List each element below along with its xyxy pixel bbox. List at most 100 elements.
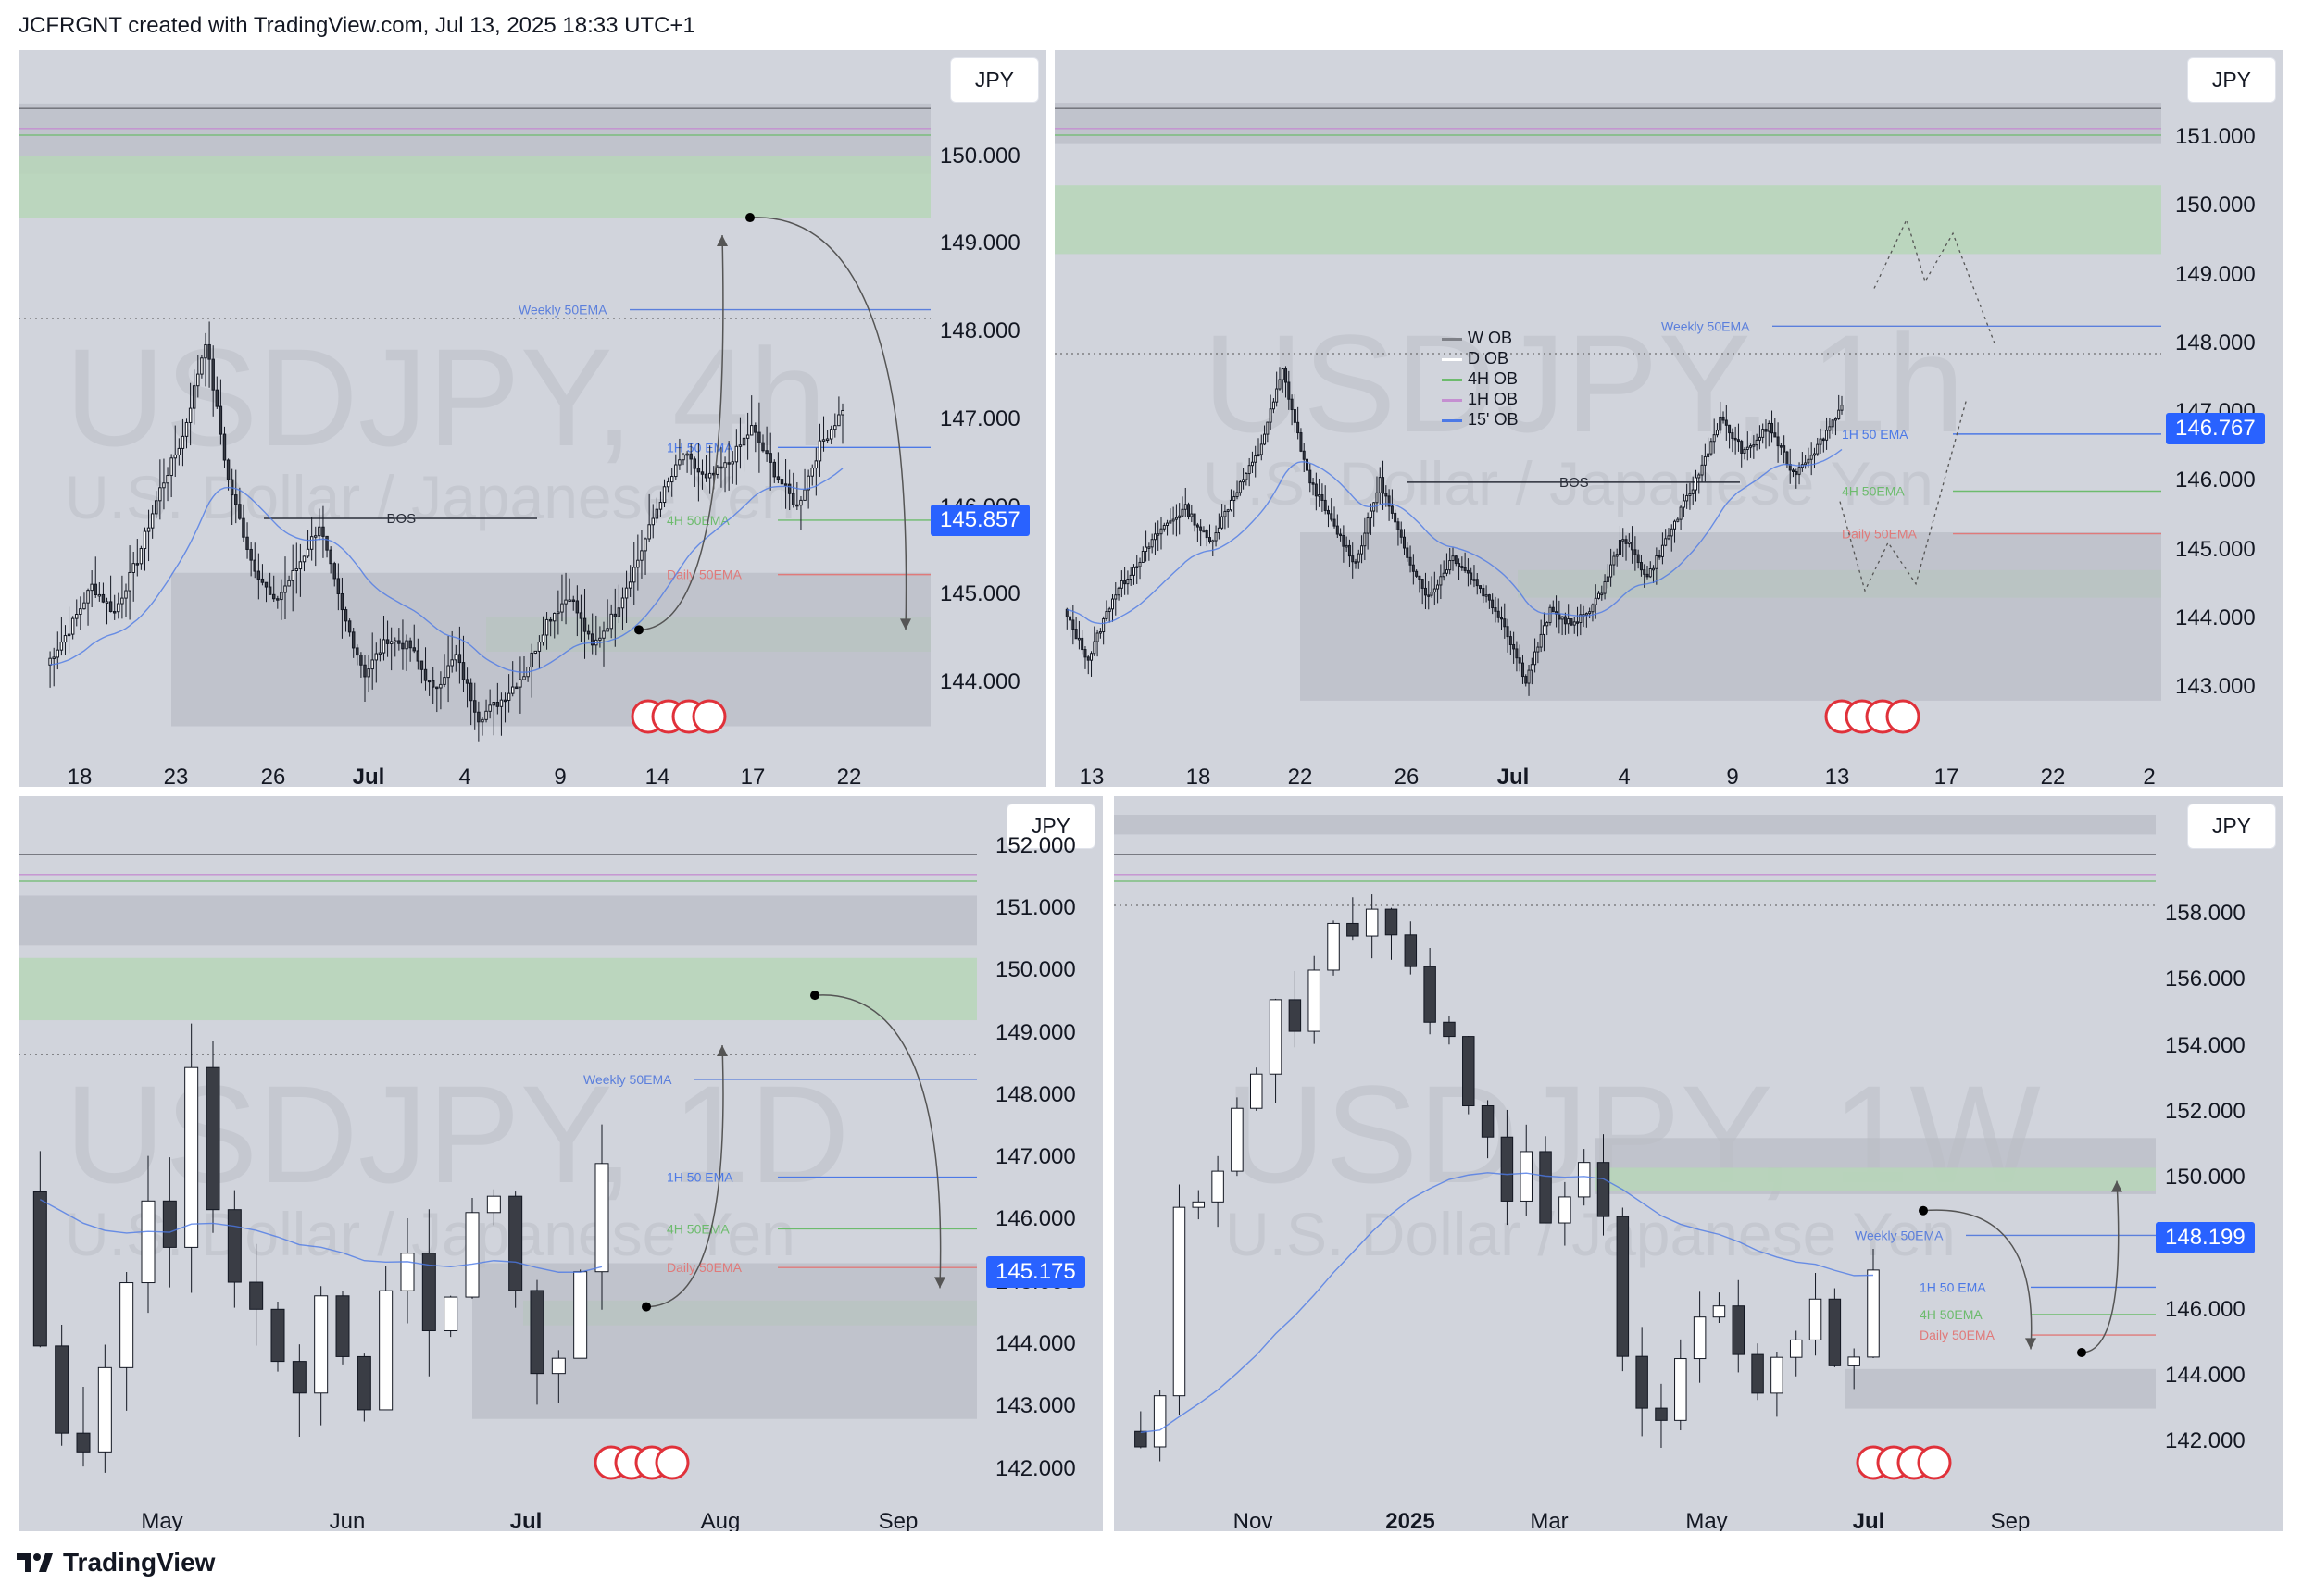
candle-body bbox=[783, 483, 788, 486]
candle-body bbox=[1615, 554, 1619, 557]
projection-anchor bbox=[642, 1302, 651, 1312]
candle-body bbox=[1837, 409, 1841, 419]
candle-body bbox=[457, 654, 462, 664]
candle-body bbox=[1406, 547, 1409, 558]
candle-body bbox=[351, 631, 356, 649]
candle-body bbox=[1266, 421, 1270, 435]
arrow-head bbox=[717, 1044, 728, 1056]
candle-body bbox=[557, 611, 560, 615]
candle-body bbox=[1293, 409, 1296, 423]
candle-body bbox=[821, 439, 826, 442]
projection-arrow bbox=[638, 234, 724, 631]
candle-body bbox=[1645, 573, 1649, 578]
candle-body bbox=[693, 458, 697, 469]
chart-canvas[interactable]: Weekly 50EMA 1H 50 EMA 4H 50EMA Daily 50EMA bbox=[1114, 796, 2283, 1531]
candle-body bbox=[332, 563, 336, 580]
candle-body bbox=[1795, 470, 1798, 475]
candle-body bbox=[1660, 544, 1664, 557]
candle-body bbox=[1247, 465, 1251, 475]
candle-body bbox=[1157, 533, 1160, 536]
currency-button[interactable]: JPY bbox=[2186, 804, 2276, 849]
price-tick-label: 158.000 bbox=[2165, 900, 2246, 926]
candle-body bbox=[1484, 594, 1488, 597]
candle-body bbox=[184, 1066, 199, 1248]
price-tick-label: 152.000 bbox=[2165, 1098, 2246, 1124]
currency-button[interactable]: JPY bbox=[1006, 804, 1095, 849]
candle-body bbox=[264, 581, 269, 588]
candle-body bbox=[1242, 479, 1245, 483]
candle-body bbox=[1193, 513, 1196, 526]
candle-body bbox=[1306, 458, 1308, 471]
candle-body bbox=[294, 568, 299, 571]
candle-body bbox=[666, 481, 670, 488]
candle-body bbox=[1205, 530, 1208, 539]
ema-level-label: Weekly 50EMA bbox=[519, 303, 607, 318]
candle-body bbox=[1631, 542, 1634, 551]
candle-body bbox=[1346, 922, 1359, 937]
candle-body bbox=[1481, 1105, 1495, 1138]
projection-arrow bbox=[645, 1044, 724, 1308]
candle-body bbox=[1287, 381, 1291, 400]
candle-body bbox=[1208, 537, 1211, 542]
candle-body bbox=[226, 459, 231, 480]
candle-body bbox=[200, 357, 204, 375]
chart-panel-4h[interactable]: USDJPY, 4h U.S. Dollar / Japanese Yen We… bbox=[19, 50, 1046, 787]
candle-body bbox=[1755, 439, 1758, 446]
tradingview-brand[interactable]: TradingView bbox=[63, 1548, 216, 1577]
candle-body bbox=[1415, 570, 1419, 577]
currency-button[interactable]: JPY bbox=[2186, 57, 2276, 103]
candle-body bbox=[260, 578, 265, 583]
candle-body bbox=[336, 578, 341, 594]
price-tick-label: 150.000 bbox=[995, 957, 1076, 983]
candle-body bbox=[1153, 533, 1157, 541]
price-tick-label: 143.000 bbox=[995, 1393, 1076, 1419]
ema-level-label: 4H 50EMA bbox=[667, 1221, 730, 1236]
legend-item-15m-ob: 15' OB bbox=[1442, 409, 1518, 430]
candle-body bbox=[256, 570, 261, 580]
time-tick-label: 18 bbox=[67, 765, 93, 787]
ema-level-label: Weekly 50EMA bbox=[583, 1072, 672, 1087]
candle-body bbox=[738, 444, 743, 447]
last-price-label: 145.175 bbox=[986, 1255, 1085, 1288]
candle-body bbox=[242, 517, 245, 538]
candle-body bbox=[757, 431, 761, 443]
candle-body bbox=[1482, 588, 1485, 597]
candle-body bbox=[1655, 555, 1658, 569]
candle-body bbox=[598, 637, 602, 641]
candle-body bbox=[97, 593, 102, 597]
candle-body bbox=[1563, 616, 1567, 625]
candle-body bbox=[206, 1066, 220, 1211]
candle-body bbox=[1751, 1353, 1764, 1394]
chart-canvas[interactable]: Weekly 50EMA 1H 50 EMA 4H 50EMA Daily 50EMA bbox=[19, 796, 1103, 1531]
candle-body bbox=[1749, 445, 1753, 448]
chart-panel-1d[interactable]: USDJPY, 1D U.S. Dollar / Japanese Yen We… bbox=[19, 796, 1103, 1531]
ema-level-label: Daily 50EMA bbox=[667, 567, 743, 582]
candle-body bbox=[1403, 536, 1406, 549]
candle-body bbox=[594, 1163, 609, 1273]
candle-body bbox=[347, 620, 352, 633]
candle-body bbox=[1451, 555, 1455, 562]
candle-body bbox=[1470, 572, 1473, 580]
candle-body bbox=[1667, 535, 1670, 540]
currency-button[interactable]: JPY bbox=[949, 57, 1039, 103]
candle-body bbox=[1776, 436, 1780, 447]
candle-body bbox=[810, 468, 814, 477]
chart-panel-1h[interactable]: USDJPY, 1h U.S. Dollar / Japanese Yen We… bbox=[1055, 50, 2283, 787]
candle-body bbox=[1069, 616, 1072, 621]
arrow-head bbox=[900, 618, 911, 630]
chart-canvas[interactable]: Weekly 50EMA 1H 50 EMA 4H 50EMA Daily 50EMA… bbox=[19, 50, 1046, 787]
candle-body bbox=[309, 536, 314, 550]
candle-body bbox=[1150, 539, 1154, 548]
price-tick-label: 156.000 bbox=[2165, 966, 2246, 992]
candle-body bbox=[1500, 617, 1503, 620]
chart-canvas[interactable]: Weekly 50EMA 1H 50 EMA 4H 50EMA Daily 50EMA… bbox=[1055, 50, 2283, 787]
candle-body bbox=[412, 647, 416, 652]
candle-body bbox=[749, 425, 754, 436]
candle-body bbox=[1867, 1269, 1880, 1358]
candle-body bbox=[1147, 546, 1151, 549]
chart-panel-1w[interactable]: USDJPY, 1W U.S. Dollar / Japanese Yen We… bbox=[1114, 796, 2283, 1531]
candle-body bbox=[302, 555, 307, 563]
candle-body bbox=[1627, 542, 1631, 544]
projected-path bbox=[1873, 218, 1995, 344]
candle-body bbox=[105, 601, 109, 604]
